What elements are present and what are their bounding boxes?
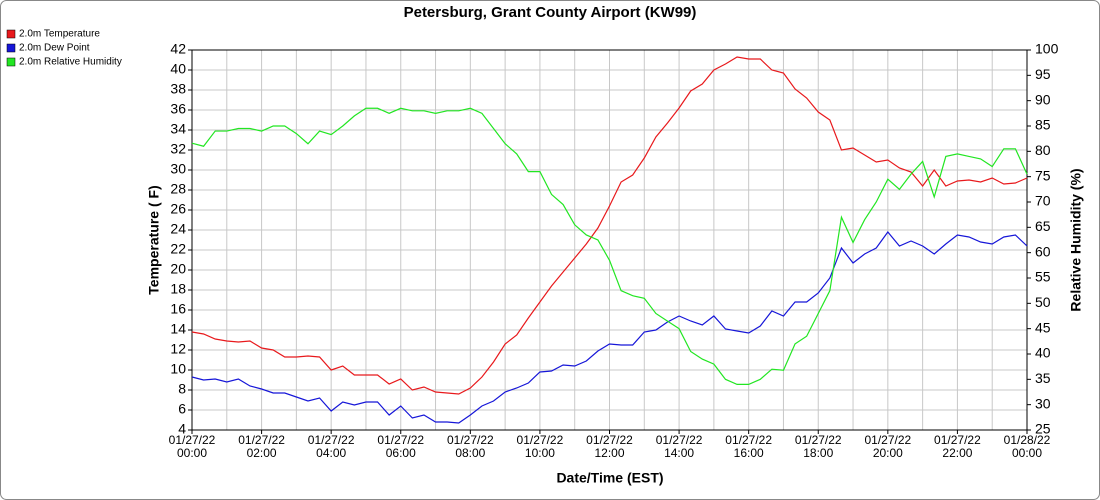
y-tick-label: 18 — [170, 281, 186, 297]
legend-label: 2.0m Temperature — [19, 29, 100, 40]
y-tick-label: 10 — [170, 361, 186, 377]
y-tick-label: 12 — [170, 341, 186, 357]
x-tick-label: 01/27/22 08:00 — [446, 433, 494, 460]
y2-tick-label: 35 — [1035, 370, 1051, 386]
y-axis-label: Temperature ( F) — [146, 185, 162, 294]
y-tick-label: 6 — [178, 401, 186, 417]
y2-tick-label: 30 — [1035, 395, 1051, 411]
y2-tick-label: 100 — [1035, 41, 1059, 57]
y2-tick-label: 55 — [1035, 269, 1051, 285]
legend-label: 2.0m Relative Humidity — [19, 57, 122, 68]
y-tick-label: 32 — [170, 141, 186, 157]
y-tick-label: 34 — [170, 121, 186, 137]
x-tick-label: 01/27/22 00:00 — [168, 433, 216, 460]
x-tick-label: 01/27/22 12:00 — [586, 433, 633, 460]
plot-border — [191, 49, 1028, 431]
x-tick-label: 01/27/22 02:00 — [238, 433, 285, 460]
y-tick-label: 22 — [170, 241, 186, 257]
y2-tick-label: 45 — [1035, 319, 1051, 335]
y2-tick-label: 50 — [1035, 294, 1051, 310]
series-line — [191, 107, 1028, 385]
legend-label: 2.0m Dew Point — [19, 43, 90, 54]
y2-tick-label: 90 — [1035, 91, 1051, 107]
y-tick-label: 28 — [170, 181, 186, 197]
chart-title: Petersburg, Grant County Airport (KW99) — [404, 4, 697, 21]
x-tick-label: 01/27/22 06:00 — [377, 433, 425, 460]
y-tick-label: 8 — [178, 381, 186, 397]
series-line — [191, 56, 1028, 395]
legend-swatch — [6, 43, 16, 53]
y2-axis-label: Relative Humidity (%) — [1068, 168, 1084, 311]
y2-tick-label: 85 — [1035, 117, 1051, 133]
legend-swatch — [6, 57, 16, 67]
y2-tick-label: 60 — [1035, 243, 1051, 259]
y-tick-label: 30 — [170, 161, 186, 177]
x-tick-label: 01/27/22 04:00 — [307, 433, 355, 460]
y2-tick-label: 75 — [1035, 167, 1051, 183]
y2-tick-label: 80 — [1035, 142, 1051, 158]
y-tick-label: 26 — [170, 201, 186, 217]
y-tick-label: 20 — [170, 261, 186, 277]
series-line — [191, 231, 1028, 424]
y2-tick-label: 40 — [1035, 345, 1051, 361]
x-tick-label: 01/27/22 10:00 — [516, 433, 564, 460]
y2-tick-label: 70 — [1035, 193, 1051, 209]
y-tick-label: 16 — [170, 301, 186, 317]
y-tick-label: 14 — [170, 321, 186, 337]
x-tick-label: 01/28/22 00:00 — [1003, 433, 1051, 460]
y-tick-label: 24 — [170, 221, 186, 237]
y-tick-label: 42 — [170, 41, 186, 57]
y2-tick-label: 95 — [1035, 66, 1051, 82]
y-tick-label: 36 — [170, 101, 186, 117]
x-tick-label: 01/27/22 18:00 — [794, 433, 842, 460]
x-tick-label: 01/27/22 22:00 — [934, 433, 981, 460]
x-tick-label: 01/27/22 20:00 — [864, 433, 912, 460]
y2-tick-label: 65 — [1035, 218, 1051, 234]
y2-tick-label: 25 — [1035, 421, 1051, 437]
legend-swatch — [6, 29, 16, 39]
x-tick-label: 01/27/22 14:00 — [655, 433, 703, 460]
x-axis-label: Date/Time (EST) — [556, 470, 663, 486]
x-tick-label: 01/27/22 16:00 — [725, 433, 773, 460]
y-tick-label: 4 — [178, 421, 186, 437]
y-tick-label: 40 — [170, 61, 186, 77]
y-tick-label: 38 — [170, 81, 186, 97]
